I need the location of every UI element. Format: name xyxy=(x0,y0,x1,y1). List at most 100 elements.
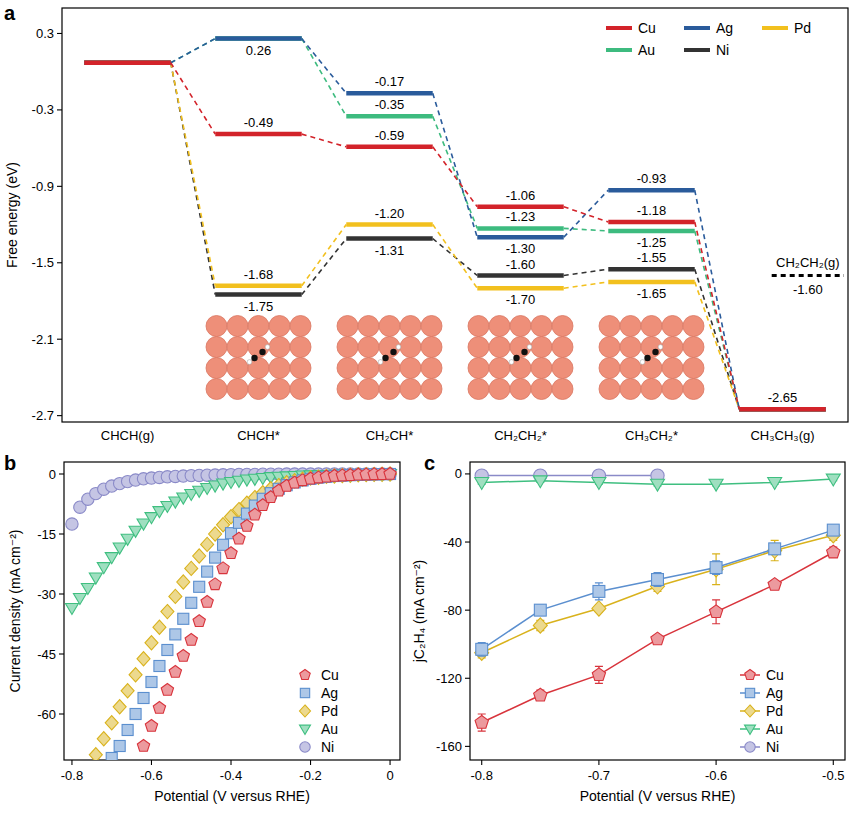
category-label: CH₂CH* xyxy=(366,428,414,443)
connector xyxy=(695,222,740,409)
point xyxy=(194,581,205,592)
point xyxy=(186,597,197,608)
connector xyxy=(695,282,740,409)
surface-atom xyxy=(683,337,704,358)
series-2 xyxy=(475,528,841,661)
data-label: -1.75 xyxy=(244,299,274,314)
point xyxy=(154,660,165,671)
surface-atom xyxy=(379,337,400,358)
surface-atom xyxy=(599,316,620,337)
surface-atom xyxy=(400,337,421,358)
point xyxy=(710,562,722,574)
series-2 xyxy=(89,467,396,760)
surface-atom xyxy=(510,379,531,400)
connector xyxy=(433,225,478,289)
energy-level xyxy=(215,292,301,297)
category-label: CH₃CH₃(g) xyxy=(750,428,814,443)
surface-atom xyxy=(358,358,379,379)
legend-marker xyxy=(745,670,755,680)
legend-marker xyxy=(300,725,311,734)
y-tick xyxy=(57,109,62,110)
energy-level xyxy=(84,61,170,66)
series-0 xyxy=(84,63,825,409)
connector xyxy=(564,282,609,288)
x-tick-label: -0.5 xyxy=(822,768,844,783)
connector xyxy=(171,63,216,134)
data-label: -1.30 xyxy=(506,241,536,256)
energy-level xyxy=(346,145,432,150)
energy-level xyxy=(346,91,432,96)
panel-b: -0.8-0.6-0.4-0.200-15-30-45-60Potential … xyxy=(4,452,400,804)
point xyxy=(384,468,396,480)
data-label: -0.35 xyxy=(375,97,405,112)
energy-level xyxy=(477,226,563,231)
point xyxy=(201,537,214,551)
y-tick xyxy=(465,610,470,611)
surface-atom xyxy=(552,337,573,358)
point xyxy=(89,748,102,760)
connector xyxy=(695,269,740,409)
point xyxy=(153,507,166,518)
energy-level xyxy=(739,407,825,412)
surface-atom xyxy=(337,358,358,379)
y-tick-label: -0.9 xyxy=(32,179,54,194)
y-tick xyxy=(59,653,64,654)
surface-atom xyxy=(489,379,510,400)
energy-level xyxy=(215,283,301,288)
hydrogen-atom xyxy=(509,360,514,365)
x-tick-label: -0.7 xyxy=(588,768,610,783)
carbon-atom xyxy=(652,349,658,355)
point xyxy=(476,643,488,655)
category-label: CH₃CH₂* xyxy=(625,428,678,443)
data-label: -1.65 xyxy=(637,286,667,301)
surface-atom xyxy=(379,379,400,400)
point xyxy=(114,740,125,751)
panel-a: 0.3-0.3-0.9-1.5-2.1-2.7CHCH(g)CHCH*CH₂CH… xyxy=(4,2,848,443)
y-tick xyxy=(59,473,64,474)
reference-label: CH₂CH₂(g) xyxy=(776,255,840,270)
x-tick xyxy=(598,760,599,765)
x-tick xyxy=(71,760,72,765)
point xyxy=(827,545,840,558)
x-tick xyxy=(390,760,391,765)
legend-label: Au xyxy=(638,42,655,58)
data-label: -0.59 xyxy=(375,128,405,143)
surface-atom xyxy=(248,337,269,358)
point xyxy=(533,476,547,488)
y-tick xyxy=(57,33,62,34)
point xyxy=(592,478,606,490)
x-tick-label: 0 xyxy=(386,768,393,783)
energy-level xyxy=(608,220,694,225)
data-label: -1.68 xyxy=(244,267,274,282)
legend-label: Pd xyxy=(321,703,338,719)
surface-atom xyxy=(206,358,227,379)
point xyxy=(146,676,157,687)
surface-atom xyxy=(206,379,227,400)
y-tick xyxy=(465,473,470,474)
series-line xyxy=(482,535,834,653)
carbon-atom xyxy=(390,349,396,355)
y-axis-title: jC₂H₄ (mA cm⁻²) xyxy=(411,560,427,664)
point xyxy=(162,644,173,655)
surface-atom xyxy=(468,316,489,337)
surface-atom xyxy=(510,337,531,358)
connector xyxy=(564,269,609,275)
point xyxy=(65,603,78,614)
x-tick-label: -0.2 xyxy=(299,768,321,783)
energy-level xyxy=(346,114,432,119)
point xyxy=(177,650,189,662)
point xyxy=(193,615,205,627)
point xyxy=(121,534,134,545)
surface-atom xyxy=(641,379,662,400)
point xyxy=(170,629,181,640)
point xyxy=(475,478,489,490)
legend: CuAgPdAuNi xyxy=(300,667,339,755)
data-label: -0.93 xyxy=(637,171,667,186)
point xyxy=(153,620,166,634)
legend-label: Pd xyxy=(794,20,811,36)
legend-marker xyxy=(745,725,756,734)
surface-atom xyxy=(269,337,290,358)
surface-atom xyxy=(552,316,573,337)
surface-atom xyxy=(421,358,442,379)
surface-atom xyxy=(641,316,662,337)
